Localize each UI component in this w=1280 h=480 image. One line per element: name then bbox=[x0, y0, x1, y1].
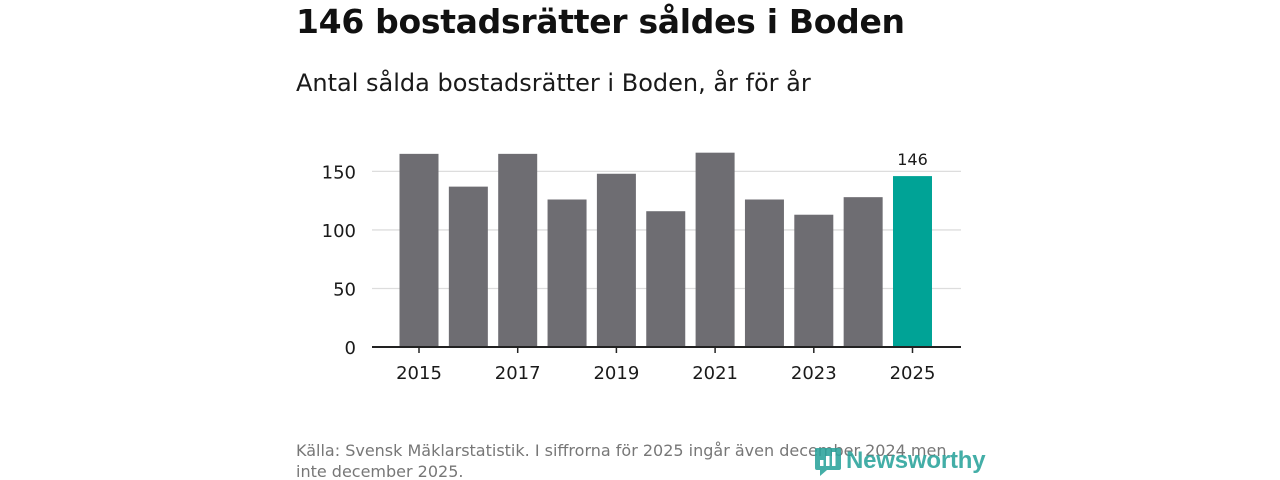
x-tick-label: 2023 bbox=[791, 363, 837, 384]
bar-2020 bbox=[646, 211, 686, 347]
bar-2021 bbox=[695, 152, 735, 347]
x-tick-label: 2021 bbox=[692, 363, 738, 384]
bars bbox=[372, 152, 961, 348]
bar-2024 bbox=[843, 197, 883, 347]
data-labels: 146 bbox=[897, 150, 928, 169]
data-label: 146 bbox=[897, 150, 928, 169]
bar-2019 bbox=[596, 173, 636, 347]
x-tick-label: 2017 bbox=[495, 363, 541, 384]
y-tick-label: 50 bbox=[333, 279, 356, 300]
y-tick-label: 100 bbox=[322, 221, 356, 242]
y-tick-label: 0 bbox=[345, 338, 356, 359]
chart-subtitle: Antal sålda bostadsrätter i Boden, år fö… bbox=[296, 69, 811, 97]
bar-2025 bbox=[893, 176, 932, 347]
x-axis-ticks: 2015 2017 2019 2021 2023 2025 bbox=[396, 347, 935, 384]
newsworthy-logo-icon bbox=[815, 448, 841, 476]
bar-2018 bbox=[547, 199, 587, 347]
source-note: Källa: Svensk Mäklarstatistik. I siffror… bbox=[296, 441, 947, 480]
newsworthy-logo: Newsworthy bbox=[814, 445, 986, 477]
bar-2023 bbox=[794, 214, 834, 347]
bar-2015 bbox=[399, 153, 439, 347]
x-tick-label: 2025 bbox=[890, 363, 936, 384]
bar-2022 bbox=[744, 199, 784, 347]
newsworthy-logo-text: Newsworthy bbox=[846, 447, 986, 474]
y-axis-ticks: 0 50 100 150 bbox=[322, 162, 356, 359]
x-tick-label: 2019 bbox=[593, 363, 639, 384]
bar-chart: 0 50 100 150 2015 2017 2019 2021 2023 2025 146 bbox=[322, 150, 961, 384]
bar-2017 bbox=[498, 153, 538, 347]
chart-title: 146 bostadsrätter såldes i Boden bbox=[296, 2, 905, 41]
y-tick-label: 150 bbox=[322, 162, 356, 183]
bar-2016 bbox=[448, 186, 488, 347]
x-tick-label: 2015 bbox=[396, 363, 442, 384]
